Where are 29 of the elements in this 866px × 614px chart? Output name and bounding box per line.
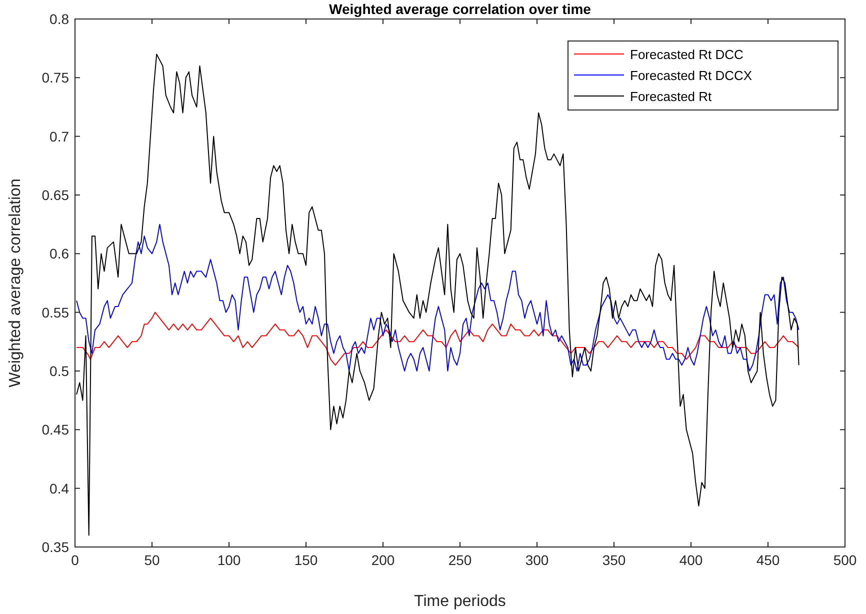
y-tick-label: 0.7 xyxy=(50,128,70,144)
y-tick-label: 0.55 xyxy=(42,304,70,320)
x-tick-label: 450 xyxy=(756,552,780,568)
chart-title: Weighted average correlation over time xyxy=(329,1,592,17)
y-tick-label: 0.45 xyxy=(42,422,70,438)
x-tick-label: 0 xyxy=(71,552,80,568)
x-tick-label: 350 xyxy=(602,552,626,568)
y-tick-label: 0.75 xyxy=(42,70,70,86)
x-tick-label: 300 xyxy=(525,552,549,568)
x-tick-label: 150 xyxy=(294,552,318,568)
y-tick-label: 0.6 xyxy=(50,246,70,262)
x-tick-label: 100 xyxy=(217,552,241,568)
x-tick-label: 250 xyxy=(448,552,472,568)
legend-label: Forecasted Rt DCC xyxy=(630,47,744,62)
y-tick-label: 0.5 xyxy=(50,363,70,379)
line-series xyxy=(76,224,800,372)
line-series xyxy=(76,312,800,366)
x-axis-title: Time periods xyxy=(414,593,506,610)
legend-label: Forecasted Rt xyxy=(630,89,712,104)
y-tick-label: 0.35 xyxy=(42,539,70,555)
y-axis-title: Weighted average correlation xyxy=(7,178,24,388)
x-tick-label: 400 xyxy=(679,552,703,568)
y-tick-label: 0.4 xyxy=(50,480,70,496)
x-tick-label: 50 xyxy=(144,552,160,568)
y-tick-label: 0.8 xyxy=(50,11,70,27)
x-tick-label: 200 xyxy=(371,552,395,568)
y-tick-label: 0.65 xyxy=(42,187,70,203)
x-tick-label: 500 xyxy=(833,552,857,568)
legend-label: Forecasted Rt DCCX xyxy=(630,68,752,83)
